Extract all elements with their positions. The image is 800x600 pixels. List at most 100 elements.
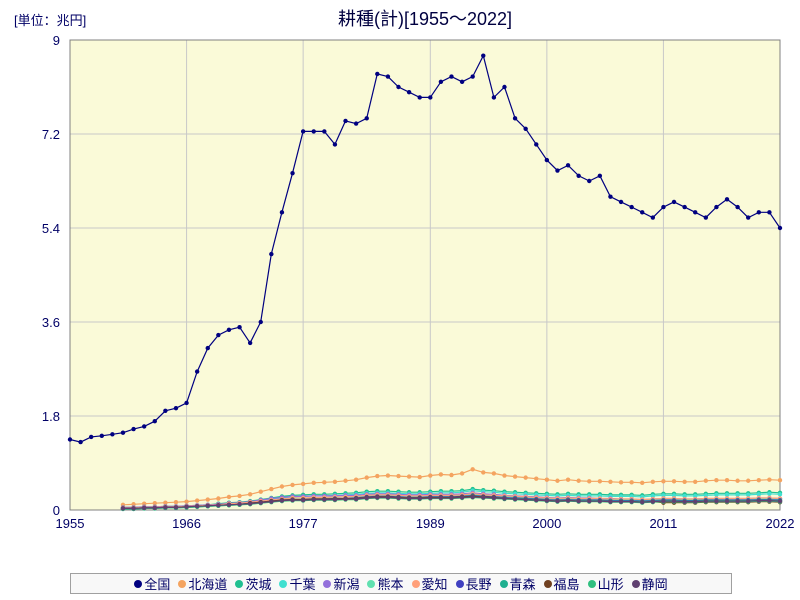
data-point <box>661 499 665 503</box>
data-point <box>343 479 347 483</box>
data-point <box>407 90 411 94</box>
legend-marker <box>544 580 552 588</box>
data-point <box>259 490 263 494</box>
data-point <box>629 480 633 484</box>
data-point <box>672 499 676 503</box>
data-point <box>735 479 739 483</box>
legend-item: 北海道 <box>178 574 227 593</box>
data-point <box>89 435 93 439</box>
data-point <box>651 215 655 219</box>
data-point <box>757 498 761 502</box>
legend-item: 全国 <box>134 574 170 593</box>
data-point <box>598 174 602 178</box>
data-point <box>767 492 771 496</box>
data-point <box>523 127 527 131</box>
data-point <box>534 142 538 146</box>
data-point <box>682 205 686 209</box>
data-point <box>184 401 188 405</box>
data-point <box>460 471 464 475</box>
x-tick-label: 2000 <box>532 516 561 531</box>
data-point <box>206 497 210 501</box>
data-point <box>693 499 697 503</box>
legend-marker <box>412 580 420 588</box>
x-tick-label: 2011 <box>649 516 677 531</box>
data-point <box>746 479 750 483</box>
legend-marker <box>279 580 287 588</box>
data-point <box>619 480 623 484</box>
legend-marker <box>178 580 186 588</box>
data-point <box>492 496 496 500</box>
legend-label: 熊本 <box>377 574 403 593</box>
legend-marker <box>323 580 331 588</box>
data-point <box>100 434 104 438</box>
data-point <box>206 504 210 508</box>
data-point <box>704 479 708 483</box>
data-point <box>502 496 506 500</box>
legend-item: 新潟 <box>323 574 359 593</box>
data-point <box>375 474 379 478</box>
data-point <box>142 424 146 428</box>
data-point <box>269 499 273 503</box>
legend-label: 静岡 <box>642 574 668 593</box>
data-point <box>290 171 294 175</box>
data-point <box>778 478 782 482</box>
data-point <box>767 478 771 482</box>
data-point <box>460 80 464 84</box>
data-point <box>619 200 623 204</box>
data-point <box>725 499 729 503</box>
data-point <box>682 480 686 484</box>
data-point <box>439 80 443 84</box>
legend-marker <box>588 580 596 588</box>
legend-label: 山形 <box>598 574 624 593</box>
data-point <box>534 476 538 480</box>
data-point <box>68 437 72 441</box>
legend-marker <box>456 580 464 588</box>
data-point <box>682 499 686 503</box>
chart-container: 01.83.65.47.2919551966197719892000201120… <box>0 0 800 600</box>
data-point <box>704 215 708 219</box>
data-point <box>216 496 220 500</box>
data-point <box>576 499 580 503</box>
legend-item: 愛知 <box>412 574 448 593</box>
data-point <box>312 129 316 133</box>
legend-item: 静岡 <box>632 574 668 593</box>
data-point <box>227 503 231 507</box>
data-point <box>545 498 549 502</box>
data-point <box>174 505 178 509</box>
data-point <box>121 431 125 435</box>
y-tick-label: 1.8 <box>42 409 60 424</box>
data-point <box>492 95 496 99</box>
data-point <box>301 498 305 502</box>
data-point <box>725 197 729 201</box>
data-point <box>269 487 273 491</box>
data-point <box>704 499 708 503</box>
data-point <box>523 475 527 479</box>
data-point <box>428 496 432 500</box>
legend-item: 山形 <box>588 574 624 593</box>
data-point <box>629 205 633 209</box>
data-point <box>195 498 199 502</box>
data-point <box>248 341 252 345</box>
unit-label: [単位：兆円] <box>14 13 86 28</box>
legend-label: 青森 <box>510 574 536 593</box>
legend-item: 福島 <box>544 574 580 593</box>
data-point <box>333 480 337 484</box>
data-point <box>354 478 358 482</box>
data-point <box>693 210 697 214</box>
data-point <box>131 506 135 510</box>
data-point <box>714 478 718 482</box>
data-point <box>587 479 591 483</box>
data-point <box>428 95 432 99</box>
data-point <box>343 119 347 123</box>
data-point <box>619 499 623 503</box>
data-point <box>757 478 761 482</box>
data-point <box>227 328 231 332</box>
data-point <box>418 475 422 479</box>
data-point <box>269 252 273 256</box>
data-point <box>661 479 665 483</box>
data-point <box>746 215 750 219</box>
data-point <box>365 475 369 479</box>
data-point <box>386 495 390 499</box>
data-point <box>439 496 443 500</box>
data-point <box>725 478 729 482</box>
